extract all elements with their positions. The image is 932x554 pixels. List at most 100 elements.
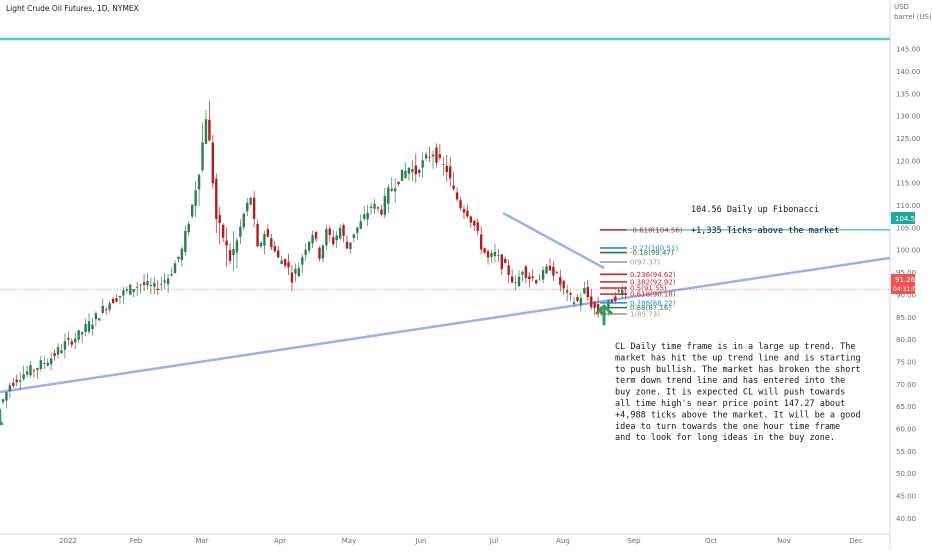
candle <box>569 291 572 302</box>
plot-area[interactable] <box>0 0 890 550</box>
candle <box>393 178 397 203</box>
price-tick-label: 145.00 <box>896 46 921 54</box>
candle <box>552 261 555 282</box>
candle <box>187 220 190 236</box>
candle <box>428 146 431 163</box>
candle <box>80 331 84 344</box>
candle <box>356 227 359 240</box>
candle <box>1 398 5 405</box>
candle <box>197 173 201 206</box>
candle <box>311 230 314 249</box>
fib-level: 0.618(90.18) <box>600 291 676 299</box>
candle <box>349 242 352 254</box>
fib-level-label: 0(97.37) <box>630 258 660 266</box>
candle <box>449 157 452 187</box>
time-tick-label: 2022 <box>59 537 77 545</box>
fib-price-tag: 104.56 <box>891 212 920 224</box>
time-tick-label: Jul <box>489 537 499 545</box>
price-tick-label: 80.00 <box>896 336 916 344</box>
price-unit-currency: USD <box>894 3 909 11</box>
time-tick-label: Nov <box>777 537 791 545</box>
down-trend-line[interactable] <box>502 211 605 270</box>
candle <box>390 177 393 193</box>
candle <box>359 214 362 230</box>
candle <box>383 187 387 219</box>
candle <box>404 162 407 180</box>
analysis-line: buy zone. It is expected CL will push to… <box>615 388 845 398</box>
candle <box>122 287 125 304</box>
candle <box>98 317 101 321</box>
candle <box>328 225 331 242</box>
analysis-line: term down trend line and has entered int… <box>615 376 845 386</box>
price-tick-label: 105.00 <box>896 224 921 232</box>
fib-level: 0(97.37) <box>600 258 660 266</box>
fib-level: -0.18(99.47) <box>600 249 674 257</box>
candle <box>572 297 576 308</box>
candle <box>215 173 218 234</box>
fib-level-label: -0.18(99.47) <box>630 249 674 257</box>
candle <box>565 284 569 302</box>
candle <box>263 230 266 255</box>
candle <box>325 224 328 251</box>
candle <box>538 274 541 281</box>
analysis-line: idea to turn towards the one hour time f… <box>615 422 840 432</box>
candle <box>129 283 132 296</box>
time-axis: 2022 Feb Mar Apr May Jun Jul Aug Sep Oct Nov Dec <box>59 537 863 545</box>
candle <box>345 235 349 250</box>
candle <box>32 368 36 378</box>
candle <box>332 230 335 247</box>
candle <box>290 264 294 292</box>
candle <box>435 143 438 168</box>
candle <box>469 215 473 228</box>
fib-level-label: 0.382(92.92) <box>630 278 676 286</box>
candle <box>407 166 411 181</box>
candle <box>63 333 67 359</box>
analysis-line: +4,988 ticks above the market. It will b… <box>615 410 861 420</box>
fib-level: 0.236(94.62) <box>600 271 676 279</box>
analysis-line: all time high's near price point 147.27 … <box>615 399 845 409</box>
fib-level-label: -0.27(100.51) <box>630 244 678 252</box>
price-tick-label: 100.00 <box>896 247 921 255</box>
candle <box>442 156 445 176</box>
candle <box>221 223 225 243</box>
candle <box>252 191 256 228</box>
price-tick-label: 45.00 <box>896 493 916 501</box>
candle <box>239 219 242 245</box>
candle <box>583 281 586 295</box>
fib-level-label: 0.5(91.55) <box>630 285 667 293</box>
candle <box>524 264 528 284</box>
candle <box>277 246 280 259</box>
candle <box>70 338 73 348</box>
candle <box>431 150 435 169</box>
price-tick-label: 110.00 <box>896 202 921 210</box>
candle <box>149 277 153 295</box>
chart-title: Light Crude Oil Futures, 1D, NYMEX <box>6 4 139 13</box>
candle <box>218 206 221 245</box>
price-tick-label: 130.00 <box>896 113 921 121</box>
time-tick-label: Feb <box>130 537 143 545</box>
current-price-tag: 91.26 04:31:06 <box>891 274 920 294</box>
candle <box>142 274 146 291</box>
candle <box>514 275 517 291</box>
candle <box>500 253 503 275</box>
candles-layer <box>1 100 627 409</box>
candle <box>590 289 593 310</box>
candle <box>483 247 486 254</box>
candle <box>91 318 94 336</box>
candle <box>191 204 194 219</box>
candle <box>397 181 400 187</box>
candle <box>135 281 139 296</box>
candle <box>184 225 187 256</box>
up-trend-line[interactable] <box>0 256 891 394</box>
candle <box>204 110 208 145</box>
candle <box>242 212 245 231</box>
candle <box>84 318 87 337</box>
candle <box>342 223 345 243</box>
candle <box>307 240 311 254</box>
candle <box>373 198 376 215</box>
candle <box>249 197 252 206</box>
candle <box>586 279 589 301</box>
fib-level-label: 0.618(90.18) <box>630 291 676 299</box>
